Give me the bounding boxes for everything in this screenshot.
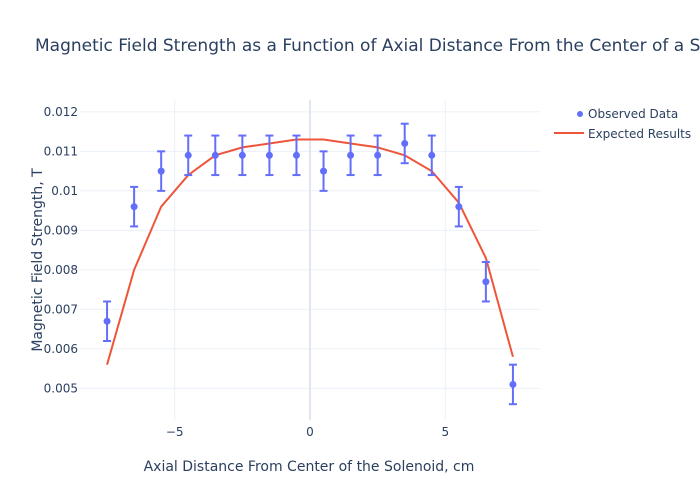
data-point[interactable] bbox=[428, 151, 436, 159]
x-tick-label: 5 bbox=[441, 425, 449, 439]
observed-markers bbox=[103, 139, 517, 388]
chart-title: Magnetic Field Strength as a Function of… bbox=[35, 36, 700, 56]
y-tick-label: 0.01 bbox=[51, 184, 78, 198]
x-tick-label: −5 bbox=[166, 425, 184, 439]
legend-label-observed: Observed Data bbox=[588, 107, 678, 121]
data-point[interactable] bbox=[374, 151, 382, 159]
data-point[interactable] bbox=[292, 151, 300, 159]
y-tick-label: 0.008 bbox=[44, 263, 78, 277]
data-point[interactable] bbox=[238, 151, 246, 159]
legend-marker-observed bbox=[577, 111, 583, 117]
y-tick-label: 0.007 bbox=[44, 302, 78, 316]
y-tick-label: 0.005 bbox=[44, 381, 78, 395]
y-tick-label: 0.009 bbox=[44, 223, 78, 237]
grid-lines bbox=[80, 100, 540, 420]
data-point[interactable] bbox=[130, 203, 138, 211]
data-point[interactable] bbox=[482, 278, 490, 286]
data-point[interactable] bbox=[184, 151, 192, 159]
y-axis-title: Magnetic Field Strength, T bbox=[30, 168, 46, 352]
y-tick-label: 0.006 bbox=[44, 342, 78, 356]
data-point[interactable] bbox=[401, 139, 409, 147]
x-axis-title: Axial Distance From Center of the Soleno… bbox=[144, 459, 475, 475]
data-point[interactable] bbox=[455, 203, 463, 211]
data-point[interactable] bbox=[103, 317, 111, 325]
data-point[interactable] bbox=[347, 151, 355, 159]
expected-results-polyline bbox=[106, 138, 514, 365]
x-tick-labels: −5 0 5 bbox=[166, 425, 449, 439]
data-point[interactable] bbox=[211, 151, 219, 159]
legend-item-expected[interactable]: Expected Results bbox=[554, 127, 691, 141]
legend: Observed Data Expected Results bbox=[554, 107, 691, 141]
legend-label-expected: Expected Results bbox=[588, 127, 691, 141]
data-point[interactable] bbox=[509, 380, 517, 388]
x-tick-label: 0 bbox=[306, 425, 314, 439]
data-point[interactable] bbox=[320, 167, 328, 175]
data-point[interactable] bbox=[265, 151, 273, 159]
y-tick-labels: 0.005 0.006 0.007 0.008 0.009 0.01 0.011 0.012 bbox=[44, 105, 78, 396]
legend-item-observed[interactable]: Observed Data bbox=[577, 107, 678, 121]
expected-results-line bbox=[106, 138, 514, 365]
data-point[interactable] bbox=[157, 167, 165, 175]
y-tick-label: 0.012 bbox=[44, 105, 78, 119]
y-tick-label: 0.011 bbox=[44, 144, 78, 158]
